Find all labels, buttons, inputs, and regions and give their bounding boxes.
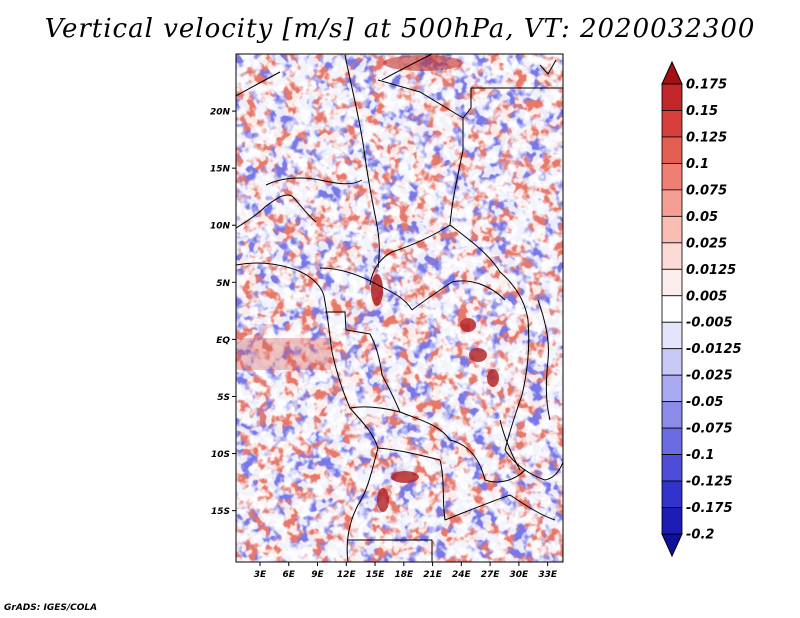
convective-core	[371, 274, 383, 306]
colorbar-swatch	[661, 83, 683, 111]
lon-tick-label: 30E	[510, 570, 530, 580]
lon-tick-label: 9E	[311, 570, 324, 580]
colorbar-label: -0.025	[686, 369, 733, 384]
colorbar-label: -0.0125	[686, 342, 742, 357]
border-line	[411, 280, 506, 311]
colorbar-label: 0.05	[686, 210, 718, 225]
colorbar-swatch	[661, 163, 683, 191]
colorbar-swatch	[661, 110, 683, 138]
lat-tick-label: 10N	[210, 222, 231, 232]
colorbar-swatch	[661, 374, 683, 403]
colorbar-label: -0.1	[686, 448, 714, 463]
border-line	[346, 447, 379, 562]
border-line	[537, 299, 551, 421]
lon-tick-label: 24E	[452, 570, 472, 580]
border-line	[381, 54, 433, 81]
colorbar-label: -0.075	[686, 422, 733, 437]
colorbar: 0.175 0.15 0.125 0.1 0.075 0.05 0.025 0.0125 0.0…	[661, 60, 742, 558]
colorbar-label: -0.2	[686, 528, 714, 543]
lat-tick-label: 10S	[211, 450, 230, 460]
map-frame	[235, 53, 564, 563]
colorbar-swatch	[661, 401, 683, 429]
colorbar-swatch	[661, 242, 683, 270]
border-line	[449, 439, 526, 483]
border-line	[344, 54, 380, 269]
lon-tick-label: 12E	[337, 570, 357, 580]
colorbar-label: 0.15	[686, 104, 718, 119]
border-line	[348, 539, 433, 562]
colorbar-swatch	[661, 268, 683, 297]
colorbar-label: 0.1	[686, 157, 709, 172]
latitude-axis: 20N 15N 10N 5N EQ 5S 10S 15S	[210, 108, 236, 517]
velocity-field	[236, 54, 563, 562]
border-line	[349, 406, 401, 413]
lon-tick-label: 3E	[254, 570, 267, 580]
lon-tick-label: 18E	[394, 570, 414, 580]
lon-tick-label: 21E	[423, 570, 443, 580]
colorbar-top-arrow-icon	[661, 60, 683, 85]
colorbar-swatch	[661, 507, 683, 535]
colorbar-label: -0.175	[686, 501, 733, 516]
colorbar-label: 0.005	[686, 289, 727, 304]
chart-title: Vertical velocity [m/s] at 500hPa, VT: 2…	[44, 14, 756, 44]
border-line	[236, 262, 379, 449]
colorbar-swatch	[661, 215, 683, 244]
border-line	[439, 459, 446, 521]
border-line	[236, 194, 317, 229]
colorbar-swatch	[661, 321, 683, 350]
colorbar-swatch	[661, 136, 683, 164]
lat-tick-label: EQ	[216, 336, 230, 346]
colorbar-label: -0.125	[686, 475, 733, 490]
colorbar-label: 0.125	[686, 130, 727, 145]
convective-core	[377, 488, 389, 512]
border-line	[462, 87, 563, 119]
border-line	[444, 494, 556, 521]
colorbar-swatch	[661, 454, 683, 482]
border-line	[377, 447, 441, 461]
lat-tick-label: 5N	[216, 279, 230, 289]
country-borders	[236, 54, 563, 562]
colorbar-bottom-arrow-icon	[661, 533, 683, 558]
colorbar-label: -0.05	[686, 395, 723, 410]
colorbar-label: -0.005	[686, 316, 733, 331]
colorbar-label: 0.0125	[686, 263, 736, 278]
convective-core	[391, 471, 419, 483]
convective-core	[469, 348, 487, 362]
lat-tick-label: 15N	[210, 165, 231, 175]
lon-tick-label: 27E	[481, 570, 501, 580]
longitude-axis: 3E 6E 9E 12E 15E 18E 21E 24E 27E 30E 33E	[254, 562, 558, 580]
colorbar-swatch	[661, 295, 683, 323]
border-line	[504, 319, 530, 451]
colorbar-label: 0.075	[686, 183, 727, 198]
lat-tick-label: 15S	[211, 507, 230, 517]
lat-tick-label: 20N	[210, 108, 231, 118]
convective-core	[383, 55, 463, 71]
border-line	[539, 59, 557, 75]
colorbar-swatch	[661, 427, 683, 455]
lat-tick-label: 5S	[217, 393, 230, 403]
colorbar-swatch	[661, 189, 683, 217]
convective-core	[487, 369, 499, 387]
border-line	[377, 79, 464, 226]
convective-core	[460, 318, 476, 332]
colorbar-swatch	[661, 480, 683, 508]
colorbar-swatch	[661, 348, 683, 376]
border-line	[319, 267, 413, 311]
border-line	[325, 311, 383, 376]
border-line	[504, 449, 563, 481]
lon-tick-label: 15E	[366, 570, 386, 580]
border-line	[449, 224, 529, 321]
colorbar-label: 0.025	[686, 236, 727, 251]
lon-tick-label: 33E	[538, 570, 558, 580]
grads-credit: GrADS: IGES/COLA	[4, 603, 98, 613]
border-line	[499, 419, 521, 471]
border-line	[369, 224, 451, 286]
colorbar-label: 0.175	[686, 78, 727, 93]
border-line	[236, 71, 281, 97]
lon-tick-label: 6E	[283, 570, 296, 580]
border-line	[265, 177, 363, 186]
ocean-band	[236, 338, 331, 370]
